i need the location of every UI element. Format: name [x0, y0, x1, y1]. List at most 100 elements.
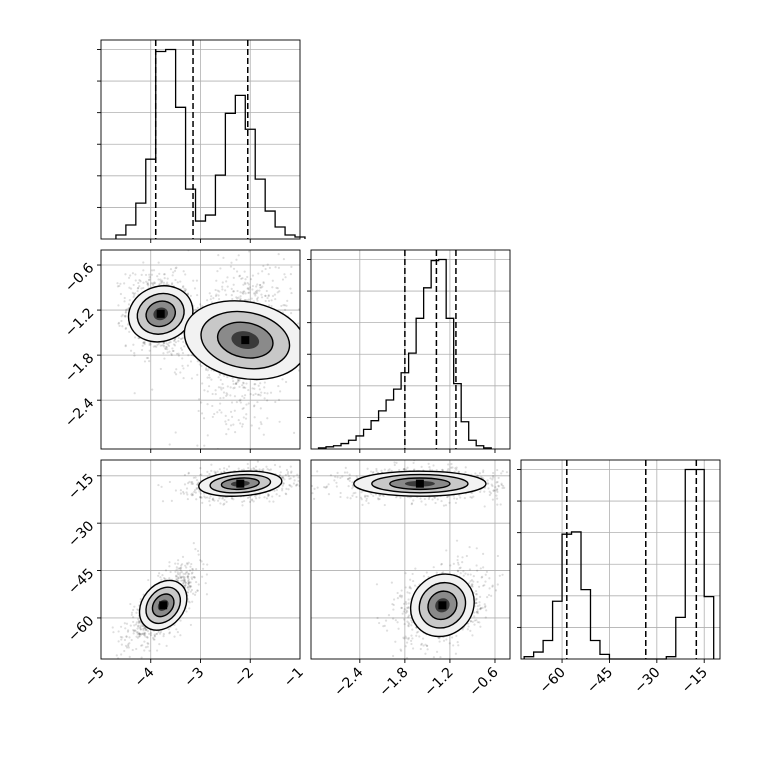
scatter-point — [150, 634, 152, 636]
scatter-point — [392, 655, 394, 657]
scatter-point — [267, 263, 269, 265]
scatter-point — [456, 498, 458, 500]
scatter-point — [133, 606, 135, 608]
scatter-point — [235, 383, 237, 385]
scatter-point — [446, 496, 448, 498]
scatter-point — [171, 354, 173, 356]
scatter-point — [177, 353, 179, 355]
scatter-point — [231, 294, 233, 296]
scatter-point — [484, 581, 486, 583]
scatter-point — [232, 423, 234, 425]
scatter-point — [236, 290, 238, 292]
scatter-point — [421, 466, 423, 468]
scatter-point — [326, 485, 328, 487]
scatter-point — [502, 470, 504, 472]
scatter-point — [134, 630, 136, 632]
scatter-point — [412, 462, 414, 464]
scatter-point — [279, 390, 281, 392]
scatter-point — [239, 291, 241, 293]
scatter-point — [137, 282, 139, 284]
scatter-point — [118, 325, 120, 327]
scatter-point — [355, 496, 357, 498]
scatter-point — [293, 432, 295, 434]
scatter-point — [349, 474, 351, 476]
scatter-point — [201, 560, 203, 562]
scatter-point — [387, 469, 389, 471]
scatter-point — [155, 633, 157, 635]
scatter-point — [474, 472, 476, 474]
scatter-point — [261, 270, 263, 272]
scatter-point — [492, 498, 494, 500]
scatter-point — [473, 575, 475, 577]
scatter-point — [498, 485, 500, 487]
scatter-point — [162, 352, 164, 354]
scatter-point — [271, 299, 273, 301]
scatter-point — [239, 422, 241, 424]
scatter-point — [174, 571, 176, 573]
scatter-point — [437, 498, 439, 500]
scatter-point — [172, 274, 174, 276]
scatter-point — [132, 616, 134, 618]
scatter-point — [234, 395, 236, 397]
scatter-point — [482, 471, 484, 473]
scatter-point — [220, 379, 222, 381]
scatter-point — [226, 468, 228, 470]
scatter-point — [344, 471, 346, 473]
scatter-point — [356, 475, 358, 477]
scatter-point — [284, 276, 286, 278]
scatter-point — [496, 488, 498, 490]
scatter-point — [198, 410, 200, 412]
scatter-point — [348, 485, 350, 487]
scatter-point — [169, 631, 171, 633]
scatter-point — [503, 487, 505, 489]
scatter-point — [492, 472, 494, 474]
scatter-point — [196, 374, 198, 376]
scatter-point — [180, 580, 182, 582]
scatter-point — [174, 563, 176, 565]
scatter-point — [223, 375, 225, 377]
scatter-point — [176, 566, 178, 568]
scatter-point — [492, 490, 494, 492]
scatter-point — [175, 628, 177, 630]
scatter-point — [196, 294, 198, 296]
scatter-point — [288, 484, 290, 486]
scatter-point — [477, 608, 479, 610]
scatter-point — [187, 354, 189, 356]
scatter-point — [233, 290, 235, 292]
scatter-point — [187, 498, 189, 500]
scatter-point — [120, 626, 122, 628]
scatter-point — [226, 501, 228, 503]
scatter-point — [226, 276, 228, 278]
scatter-point — [268, 469, 270, 471]
scatter-point — [482, 566, 484, 568]
scatter-point — [483, 491, 485, 493]
scatter-point — [177, 559, 179, 561]
scatter-point — [328, 493, 330, 495]
scatter-point — [270, 392, 272, 394]
scatter-point — [144, 360, 146, 362]
scatter-point — [181, 338, 183, 340]
scatter-point — [168, 628, 170, 630]
scatter-point — [487, 487, 489, 489]
scatter-point — [408, 602, 410, 604]
scatter-point — [130, 350, 132, 352]
scatter-point — [202, 563, 204, 565]
scatter-point — [146, 642, 148, 644]
scatter-point — [127, 323, 129, 325]
scatter-point — [479, 472, 481, 474]
scatter-point — [177, 571, 179, 573]
scatter-points — [272, 459, 553, 675]
scatter-point — [253, 383, 255, 385]
scatter-point — [131, 612, 133, 614]
scatter-point — [149, 276, 151, 278]
scatter-point — [260, 407, 262, 409]
scatter-point — [205, 582, 207, 584]
scatter-point — [450, 467, 452, 469]
scatter-point — [199, 467, 201, 469]
scatter-point — [260, 423, 262, 425]
scatter-point — [258, 468, 260, 470]
scatter-point — [225, 395, 227, 397]
scatter-point — [127, 629, 129, 631]
scatter-point — [288, 478, 290, 480]
scatter-point — [140, 626, 142, 628]
